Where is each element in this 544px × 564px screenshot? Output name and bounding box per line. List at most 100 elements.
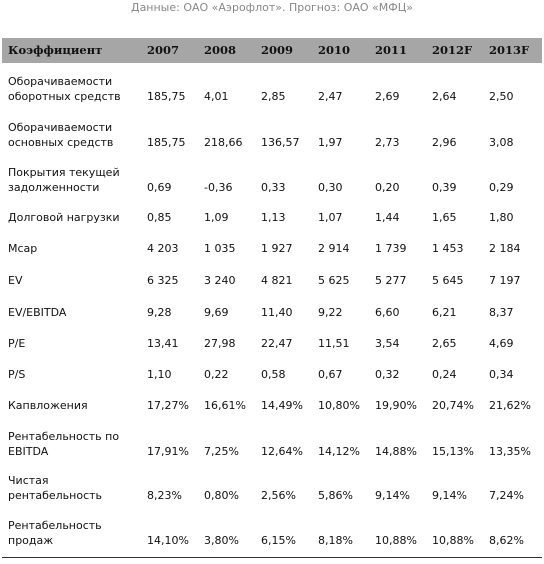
value-cell: 2,47	[318, 89, 343, 103]
value-cell: 1 739	[375, 241, 407, 255]
value-cell: 8,37	[489, 305, 514, 319]
value-cell: 15,13%	[432, 444, 474, 458]
value-cell: 185,75	[147, 135, 186, 149]
value-cell: 1,07	[318, 210, 343, 224]
row-label: EBITDA	[8, 445, 49, 458]
row-label: Оборачиваемости	[8, 121, 113, 134]
value-cell: 14,49%	[261, 398, 303, 412]
row-label: Рентабельность по	[8, 430, 120, 443]
value-cell: 5 277	[375, 273, 407, 287]
value-cell: 3,54	[375, 336, 400, 350]
value-cell: -0,36	[204, 180, 233, 194]
value-cell: 7,24%	[489, 488, 524, 502]
value-cell: 3,80%	[204, 533, 239, 547]
value-cell: 13,41	[147, 336, 179, 350]
row-label: EV	[8, 273, 23, 287]
column-header: 2007	[147, 43, 180, 57]
row-label: Чистая	[8, 474, 49, 487]
value-cell: 1,10	[147, 367, 172, 381]
row-label: рентабельность	[8, 489, 103, 502]
value-cell: 9,69	[204, 305, 229, 319]
value-cell: 8,62%	[489, 533, 524, 547]
value-cell: 10,80%	[318, 398, 360, 412]
value-cell: 0,34	[489, 367, 514, 381]
value-cell: 8,23%	[147, 488, 182, 502]
column-header: 2009	[261, 43, 294, 57]
value-cell: 5,86%	[318, 488, 353, 502]
value-cell: 2,64	[432, 89, 457, 103]
value-cell: 7,25%	[204, 444, 239, 458]
value-cell: 7 197	[489, 273, 521, 287]
value-cell: 2 184	[489, 241, 521, 255]
value-cell: 1,65	[432, 210, 457, 224]
value-cell: 17,27%	[147, 398, 189, 412]
value-cell: 21,62%	[489, 398, 531, 412]
value-cell: 1 035	[204, 241, 236, 255]
value-cell: 2,69	[375, 89, 400, 103]
value-cell: 2 914	[318, 241, 350, 255]
value-cell: 4,01	[204, 89, 229, 103]
value-cell: 13,35%	[489, 444, 531, 458]
value-cell: 6,21	[432, 305, 457, 319]
row-label: P/S	[8, 367, 26, 381]
value-cell: 6 325	[147, 273, 179, 287]
value-cell: 0,69	[147, 180, 172, 194]
value-cell: 1,80	[489, 210, 514, 224]
value-cell: 5 625	[318, 273, 350, 287]
value-cell: 9,14%	[432, 488, 467, 502]
value-cell: 9,14%	[375, 488, 410, 502]
value-cell: 136,57	[261, 135, 300, 149]
value-cell: 0,80%	[204, 488, 239, 502]
value-cell: 16,61%	[204, 398, 246, 412]
value-cell: 4,69	[489, 336, 514, 350]
value-cell: 2,73	[375, 135, 400, 149]
column-header: 2008	[204, 43, 237, 57]
row-label: Долговой нагрузки	[8, 210, 120, 224]
value-cell: 3,08	[489, 135, 514, 149]
bottom-rule	[2, 557, 542, 558]
value-cell: 1 453	[432, 241, 464, 255]
value-cell: 1 927	[261, 241, 293, 255]
row-label: Рентабельность	[8, 519, 102, 532]
value-cell: 10,88%	[432, 533, 474, 547]
value-cell: 0,20	[375, 180, 400, 194]
row-label: Mcap	[8, 241, 38, 255]
table-header: Коэффициент 2007 2008 2009 2010 2011 2012F 2013…	[2, 38, 542, 63]
value-cell: 9,28	[147, 305, 172, 319]
value-cell: 11,40	[261, 305, 293, 319]
value-cell: 14,12%	[318, 444, 360, 458]
value-cell: 0,33	[261, 180, 286, 194]
row-label: Оборачиваемости	[8, 75, 113, 88]
value-cell: 0,85	[147, 210, 172, 224]
value-cell: 2,56%	[261, 488, 296, 502]
value-cell: 14,10%	[147, 533, 189, 547]
row-label: задолженности	[8, 181, 100, 194]
value-cell: 0,29	[489, 180, 514, 194]
value-cell: 0,30	[318, 180, 343, 194]
value-cell: 2,96	[432, 135, 457, 149]
value-cell: 2,85	[261, 89, 286, 103]
row-label: оборотных средств	[8, 90, 121, 103]
row-label: Капвложения	[8, 398, 88, 412]
row-label: Покрытия текущей	[8, 166, 120, 179]
value-cell: 1,97	[318, 135, 343, 149]
value-cell: 9,22	[318, 305, 343, 319]
column-header: 2013F	[489, 43, 530, 57]
value-cell: 6,60	[375, 305, 400, 319]
value-cell: 8,18%	[318, 533, 353, 547]
value-cell: 4 203	[147, 241, 179, 255]
value-cell: 1,44	[375, 210, 400, 224]
value-cell: 185,75	[147, 89, 186, 103]
value-cell: 1,09	[204, 210, 229, 224]
value-cell: 14,88%	[375, 444, 417, 458]
value-cell: 218,66	[204, 135, 243, 149]
column-header: 2010	[318, 43, 351, 57]
row-label: EV/EBITDA	[8, 305, 67, 319]
value-cell: 11,51	[318, 336, 350, 350]
column-header: 2012F	[432, 43, 473, 57]
value-cell: 6,15%	[261, 533, 296, 547]
value-cell: 10,88%	[375, 533, 417, 547]
value-cell: 19,90%	[375, 398, 417, 412]
value-cell: 2,50	[489, 89, 514, 103]
